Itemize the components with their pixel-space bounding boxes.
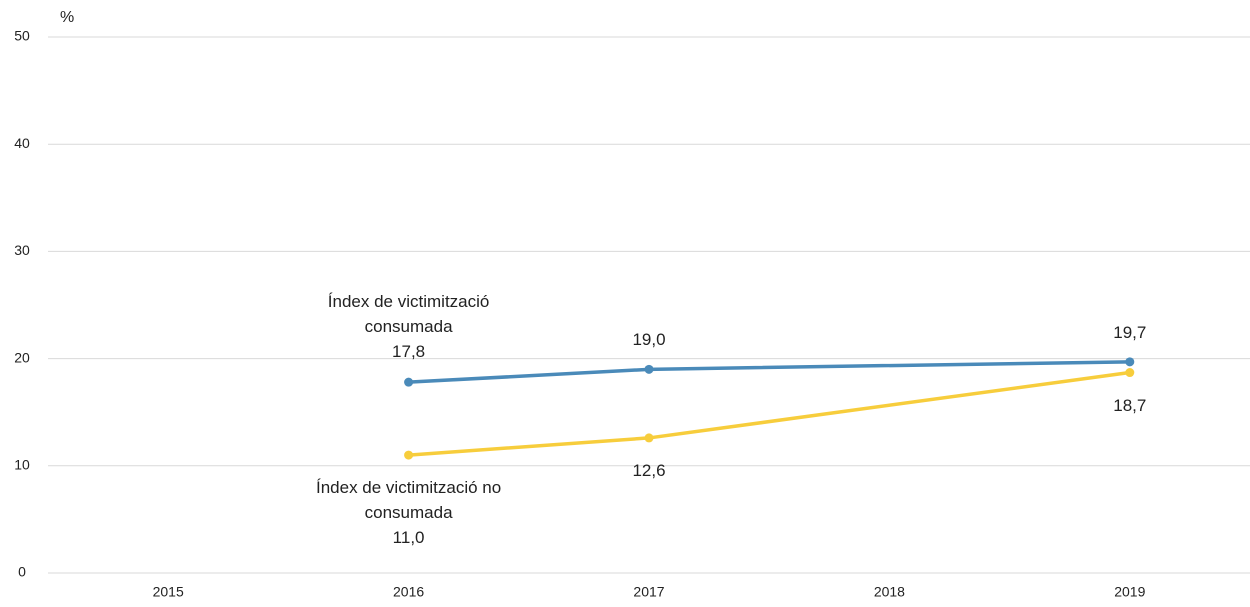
y-tick-label: 0 (18, 564, 26, 580)
value-label: 19,7 (1113, 322, 1147, 342)
x-tick-label: 2019 (1114, 584, 1145, 600)
value-label: 19,0 (632, 330, 666, 350)
x-tick-label: 2018 (874, 584, 905, 600)
point (404, 450, 414, 460)
x-tick-label: 2015 (153, 584, 184, 600)
x-tick-label: 2017 (633, 584, 664, 600)
value-label: 17,8 (392, 342, 426, 362)
point (1125, 368, 1135, 378)
series-name: Índex de victimització consumada (327, 292, 490, 337)
point (644, 364, 654, 374)
y-tick-label: 50 (14, 28, 30, 44)
series-annotation: Índex de victimització consumada 17,8 (299, 289, 519, 364)
x-tick-label: 2016 (393, 584, 424, 600)
y-tick-label: 20 (14, 349, 30, 365)
point (644, 433, 654, 443)
point (404, 377, 414, 387)
series-annotation: Índex de victimització no consumada 11,0 (299, 475, 519, 550)
y-tick-label: 40 (14, 135, 30, 151)
y-tick-label: 10 (14, 457, 30, 473)
series-name: Índex de victimització no consumada (315, 478, 502, 523)
value-label: 18,7 (1113, 395, 1147, 415)
point (1125, 357, 1135, 367)
value-label: 12,6 (632, 460, 666, 480)
value-label: 11,0 (392, 528, 425, 548)
y-tick-label: 30 (14, 242, 30, 258)
series-line (408, 360, 1130, 384)
y-axis-label: % (60, 9, 74, 26)
